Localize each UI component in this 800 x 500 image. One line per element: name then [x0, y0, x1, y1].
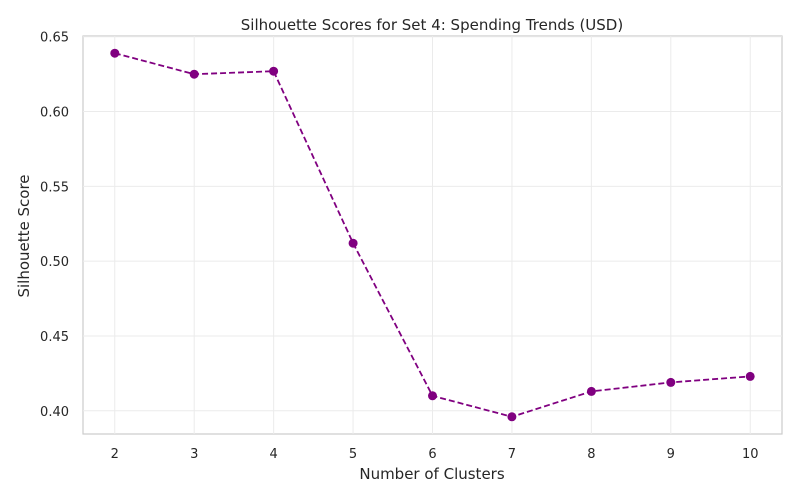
series-layer	[110, 48, 755, 422]
data-point	[189, 69, 199, 79]
x-tick-label: 5	[349, 447, 357, 462]
x-axis-label: Number of Clusters	[359, 465, 504, 483]
x-tick-label: 10	[742, 447, 759, 462]
data-point	[348, 238, 358, 248]
y-tick-label: 0.60	[40, 106, 69, 121]
data-point	[507, 412, 517, 422]
axis-ticks: 2 3 4 5 6 7 8 9 10 0.40 0.45 0.50 0.55 0.60 0.65	[40, 31, 758, 462]
y-tick-label: 0.45	[40, 330, 69, 345]
x-tick-label: 4	[269, 447, 277, 462]
data-point	[428, 391, 437, 401]
x-tick-label: 9	[667, 447, 675, 462]
y-tick-label: 0.55	[40, 180, 69, 195]
x-tick-label: 3	[190, 447, 198, 462]
y-axis-label: Silhouette Score	[15, 174, 33, 297]
y-tick-label: 0.50	[40, 255, 69, 270]
x-tick-label: 6	[428, 447, 436, 462]
data-point	[586, 386, 596, 396]
x-tick-label: 8	[587, 447, 595, 462]
data-point	[110, 48, 120, 58]
grid-lines	[83, 36, 782, 434]
data-point	[269, 66, 279, 76]
x-tick-label: 7	[508, 447, 516, 462]
chart-title: Silhouette Scores for Set 4: Spending Tr…	[241, 16, 623, 34]
y-tick-label: 0.65	[40, 31, 69, 46]
data-point	[666, 377, 676, 387]
y-tick-label: 0.40	[40, 405, 69, 420]
x-tick-label: 2	[111, 447, 119, 462]
data-point	[745, 371, 755, 381]
